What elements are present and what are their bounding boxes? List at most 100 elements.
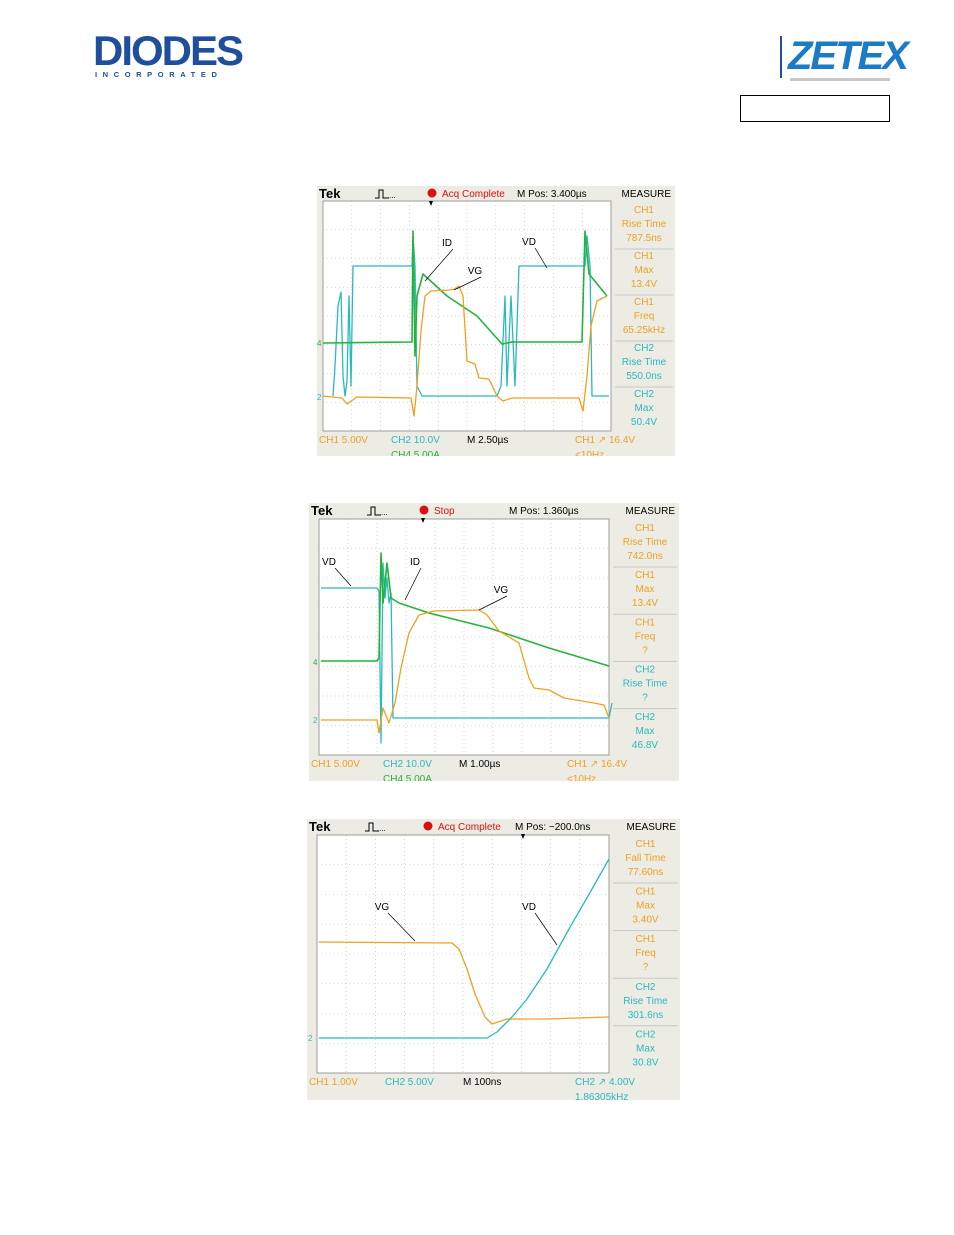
measure-4-label: Rise Time: [623, 679, 668, 690]
measure-3-channel: CH1: [635, 934, 655, 945]
measure-1-value: 787.5ns: [626, 233, 662, 244]
scope-brand: Tek: [319, 186, 341, 201]
waveform-label-id: ID: [442, 238, 452, 249]
annotation-leader: [534, 247, 548, 269]
ch2-ground-marker: 2: [317, 393, 322, 402]
measure-4-channel: CH2: [635, 665, 655, 676]
bottom-trigger-freq: 1.86305kHz: [575, 1092, 628, 1100]
scope-screen-3: Tek... Acq Complete M Pos: −200.0ns MEASURE…: [307, 819, 680, 1100]
waveform-ch1: [322, 285, 608, 417]
pulse-icon-dots: ...: [379, 824, 386, 833]
trigger-position-marker: [521, 834, 525, 839]
measure-2-channel: CH1: [635, 887, 655, 898]
bottom-trigger-freq: <10Hz: [575, 450, 604, 456]
annotation-leader: [387, 912, 416, 942]
measure-2-label: Max: [635, 265, 654, 276]
annotation-leader: [453, 276, 482, 291]
waveform-label-vd: VD: [522, 237, 536, 248]
measure-5-label: Max: [636, 726, 655, 737]
measure-4-channel: CH2: [635, 982, 655, 993]
bottom-ch2-scale: CH2 10.0V: [383, 759, 432, 770]
measure-2-value: 13.4V: [631, 279, 657, 290]
ch2-ground-marker: 2: [313, 716, 318, 725]
measure-3-label: Freq: [635, 631, 656, 642]
measure-5-label: Max: [635, 403, 654, 414]
measure-1-value: 77.60ns: [628, 867, 664, 878]
trigger-position-marker: [421, 518, 425, 523]
scope-status: Acq Complete: [442, 189, 505, 200]
scope-2-svg: Tek... Stop M Pos: 1.360µs MEASURE CH1 Rise T…: [309, 503, 679, 781]
bottom-ch1-scale: CH1 5.00V: [311, 759, 360, 770]
measure-3-value: 65.25kHz: [623, 325, 665, 336]
pulse-icon: [375, 189, 389, 199]
measure-4-channel: CH2: [634, 343, 654, 354]
measure-5-label: Max: [636, 1043, 655, 1054]
ch4-ground-marker: 4: [313, 658, 318, 667]
measure-title: MEASURE: [626, 506, 676, 517]
measure-5-channel: CH2: [635, 712, 655, 723]
measure-title: MEASURE: [622, 189, 672, 200]
measure-2-label: Max: [636, 901, 655, 912]
measure-2-channel: CH1: [635, 570, 655, 581]
measure-5-channel: CH2: [635, 1029, 655, 1040]
waveform-ch2: [321, 562, 613, 744]
scope-3-svg: Tek... Acq Complete M Pos: −200.0ns MEASURE…: [307, 819, 680, 1100]
annotation-leader: [478, 595, 508, 611]
measure-1-channel: CH1: [634, 205, 654, 216]
bottom-trigger: CH1 ↗ 16.4V: [575, 435, 635, 446]
pulse-icon-dots: ...: [389, 191, 396, 200]
zetex-logo-divider: [780, 36, 782, 78]
measure-2-value: 13.4V: [632, 598, 658, 609]
scope-mpos: M Pos: 3.400µs: [517, 189, 587, 200]
scope-screen-1: Tek... Acq Complete M Pos: 3.400µs MEASURE C…: [317, 186, 675, 456]
zetex-logo: ZETEX: [780, 34, 909, 84]
document-number-box: [740, 95, 890, 122]
scope-mpos: M Pos: 1.360µs: [509, 506, 579, 517]
measure-4-label: Rise Time: [623, 996, 668, 1007]
measure-4-value: ?: [642, 693, 648, 704]
scope-status: Acq Complete: [438, 822, 501, 833]
measure-3-label: Freq: [634, 311, 655, 322]
bottom-ch2-scale: CH2 5.00V: [385, 1077, 434, 1088]
measure-1-label: Rise Time: [623, 537, 668, 548]
scope-mpos: M Pos: −200.0ns: [515, 822, 590, 833]
measure-3-label: Freq: [635, 948, 656, 959]
annotation-leader: [534, 912, 558, 946]
measure-5-value: 50.4V: [631, 417, 657, 428]
bottom-ch2-scale: CH2 10.0V: [391, 435, 440, 446]
bottom-ch4-scale: CH4 5.00A: [391, 450, 440, 456]
scope-brand: Tek: [309, 819, 331, 834]
pulse-icon: [365, 822, 379, 832]
measure-3-channel: CH1: [634, 297, 654, 308]
measure-1-value: 742.0ns: [627, 551, 663, 562]
bottom-timebase: M 1.00µs: [459, 759, 500, 770]
measure-3-channel: CH1: [635, 617, 655, 628]
measure-2-label: Max: [636, 584, 655, 595]
measure-2-value: 3.40V: [632, 915, 658, 926]
annotation-leader: [334, 567, 352, 587]
status-dot: [423, 821, 433, 831]
measure-1-channel: CH1: [635, 523, 655, 534]
status-dot: [427, 188, 437, 198]
bottom-trigger-freq: <10Hz: [567, 774, 596, 781]
measure-3-value: ?: [643, 962, 649, 973]
waveform-label-vd: VD: [522, 902, 536, 913]
annotation-leader: [404, 567, 422, 601]
waveform-label-vd: VD: [322, 557, 336, 568]
zetex-logo-underline: [790, 78, 890, 81]
measure-title: MEASURE: [627, 822, 677, 833]
pulse-icon: [367, 506, 381, 516]
diodes-logo-subtext: INCORPORATED: [95, 70, 223, 79]
status-dot: [419, 505, 429, 515]
measure-5-channel: CH2: [634, 389, 654, 400]
ch4-ground-marker: 4: [317, 339, 322, 348]
ch2-ground-marker: 2: [308, 1034, 313, 1043]
bottom-ch1-scale: CH1 1.00V: [309, 1077, 358, 1088]
bottom-trigger: CH1 ↗ 16.4V: [567, 759, 627, 770]
waveform-ch2: [319, 858, 610, 1039]
scope-brand: Tek: [311, 503, 333, 518]
measure-4-label: Rise Time: [622, 357, 667, 368]
annotation-leader: [424, 248, 454, 282]
bottom-timebase: M 100ns: [463, 1077, 501, 1088]
measure-3-value: ?: [642, 645, 648, 656]
